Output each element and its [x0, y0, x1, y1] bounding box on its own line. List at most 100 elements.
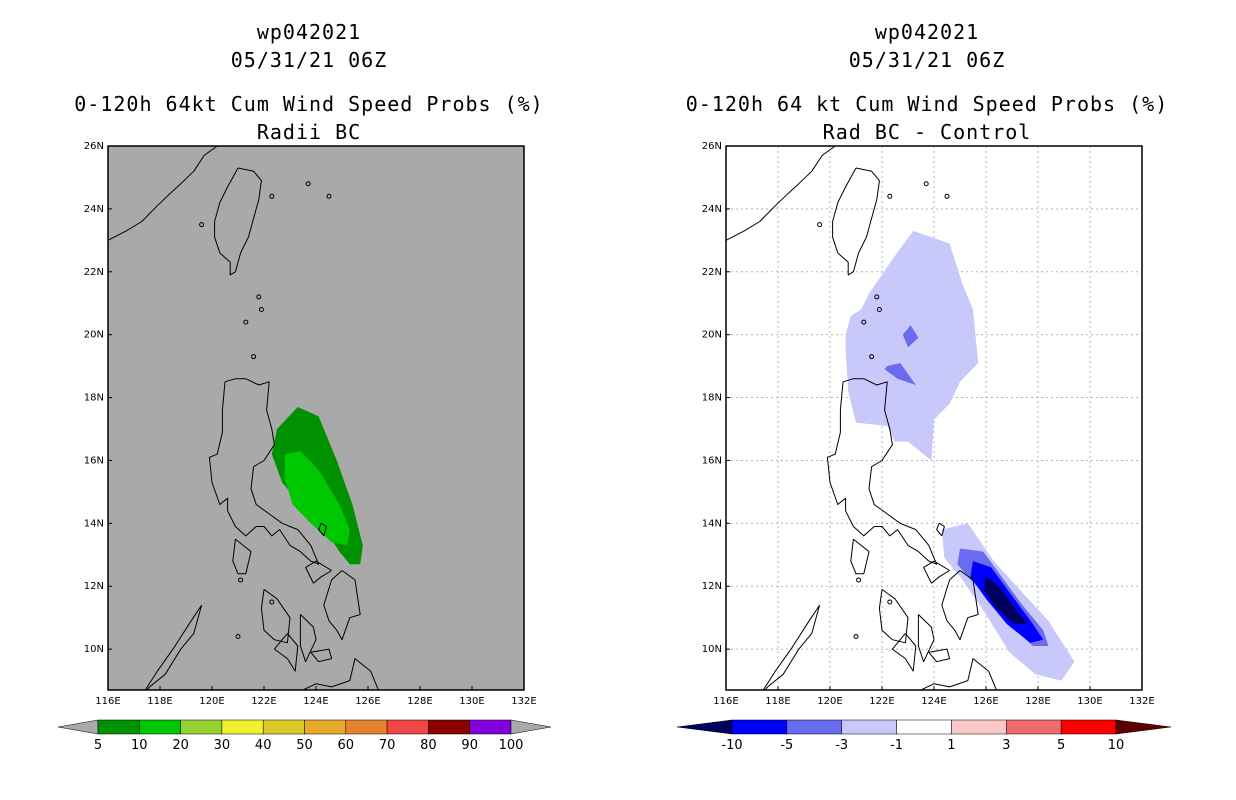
colorbar-segment: [139, 719, 181, 735]
colorbar-segment: [304, 719, 347, 735]
x-tick-label: 120E: [817, 696, 842, 707]
colorbar-label: 40: [255, 738, 272, 753]
x-tick-label: 122E: [251, 696, 276, 707]
island: [326, 193, 332, 199]
y-tick-label: 20N: [84, 330, 104, 341]
coastline: [850, 538, 870, 575]
datetime: 05/31/21 06Z: [230, 48, 388, 72]
coastline: [214, 167, 262, 276]
colorbar-segment: [731, 719, 788, 735]
island: [269, 599, 275, 605]
y-tick-label: 10N: [84, 644, 104, 655]
coastline: [891, 633, 917, 672]
wind-probability-map: 116E 118E 120E 122E 124E 126E 128E 130E 132E 10N 1…: [57, 141, 552, 753]
island: [869, 354, 875, 360]
colorbar-segment: [97, 719, 140, 735]
coastline: [305, 560, 332, 584]
coastline: [318, 522, 327, 537]
x-tick-label: 118E: [147, 696, 172, 707]
island: [876, 307, 882, 313]
coastline: [936, 522, 945, 537]
colorbar-label: 20: [172, 738, 189, 753]
x-tick-label: 130E: [1077, 696, 1102, 707]
colorbar-label: -10: [721, 738, 742, 753]
colorbar-label: -5: [780, 738, 793, 753]
chart-title: 0-120h 64 kt Cum Wind Speed Probs (%): [685, 92, 1169, 116]
colorbar-segment: [428, 719, 470, 735]
island: [305, 181, 311, 187]
colorbar-start-arrow: [676, 719, 733, 735]
island: [243, 319, 249, 325]
colorbar-label: 1: [947, 738, 955, 753]
y-tick-label: 20N: [702, 330, 722, 341]
island: [874, 294, 880, 300]
y-tick-label: 18N: [84, 393, 104, 404]
storm-id: wp042021: [256, 20, 362, 44]
coastline: [826, 378, 938, 565]
colorbar-label: 60: [338, 738, 355, 753]
colorbar-segment: [386, 719, 429, 735]
colorbar-label: -3: [835, 738, 848, 753]
x-tick-label: 130E: [459, 696, 484, 707]
x-tick-label: 126E: [355, 696, 380, 707]
y-tick-label: 12N: [84, 581, 104, 592]
colorbar-label: 100: [499, 738, 524, 753]
colorbar-label: -1: [890, 738, 903, 753]
x-tick-label: 122E: [869, 696, 894, 707]
colorbar-segment: [1006, 719, 1062, 735]
colorbar-segment: [951, 719, 1007, 735]
right-panel: wp042021 05/31/21 06Z 0-120h 64 kt Cum W…: [618, 0, 1236, 800]
island: [853, 634, 859, 640]
coastline: [917, 614, 935, 663]
colorbar-label: 10: [1108, 738, 1125, 753]
coastline: [273, 633, 299, 672]
colorbar-segment: [896, 719, 952, 735]
x-tick-label: 116E: [95, 696, 120, 707]
colorbar-label: 70: [379, 738, 396, 753]
y-tick-label: 24N: [702, 204, 722, 215]
difference-map: 116E 118E 120E 122E 124E 126E 128E 130E 132E 10N 1…: [676, 141, 1172, 753]
left-panel: wp042021 05/31/21 06Z 0-120h 64kt Cum Wi…: [57, 20, 552, 753]
y-tick-label: 26N: [84, 141, 104, 152]
island: [944, 193, 950, 199]
coastline: [310, 648, 333, 663]
x-tick-label: 132E: [511, 696, 536, 707]
coastline: [323, 570, 361, 641]
coastline: [762, 604, 821, 690]
island: [238, 577, 244, 583]
island: [235, 634, 241, 640]
x-tick-label: 116E: [713, 696, 738, 707]
coastline: [232, 538, 252, 575]
island: [887, 599, 893, 605]
contour--5-to-3: [902, 325, 919, 348]
chart-subtitle: Radii BC: [256, 120, 362, 144]
chart-title: 0-120h 64kt Cum Wind Speed Probs (%): [74, 92, 544, 116]
x-tick-label: 132E: [1129, 696, 1154, 707]
y-tick-label: 14N: [702, 518, 722, 529]
coastline: [299, 614, 317, 663]
colorbar-label: 50: [296, 738, 313, 753]
x-tick-label: 128E: [1025, 696, 1050, 707]
x-tick-label: 120E: [199, 696, 224, 707]
island: [199, 222, 205, 228]
colorbar-end-arrow: [510, 719, 552, 735]
colorbar-segment: [469, 719, 512, 735]
y-tick-label: 16N: [702, 455, 722, 466]
island: [856, 577, 862, 583]
y-tick-label: 22N: [84, 267, 104, 278]
colorbar-label: 5: [94, 738, 102, 753]
island: [861, 319, 867, 325]
y-tick-label: 24N: [84, 204, 104, 215]
coastline: [108, 146, 218, 241]
contour--10: [983, 576, 1028, 624]
y-tick-label: 10N: [702, 644, 722, 655]
colorbar-segment: [262, 719, 305, 735]
x-tick-label: 124E: [921, 696, 946, 707]
y-tick-label: 22N: [702, 267, 722, 278]
colorbar-label: 30: [214, 738, 231, 753]
island: [251, 354, 257, 360]
colorbar-segment: [221, 719, 264, 735]
y-tick-label: 12N: [702, 581, 722, 592]
y-tick-label: 26N: [702, 141, 722, 152]
coastline: [928, 648, 951, 663]
